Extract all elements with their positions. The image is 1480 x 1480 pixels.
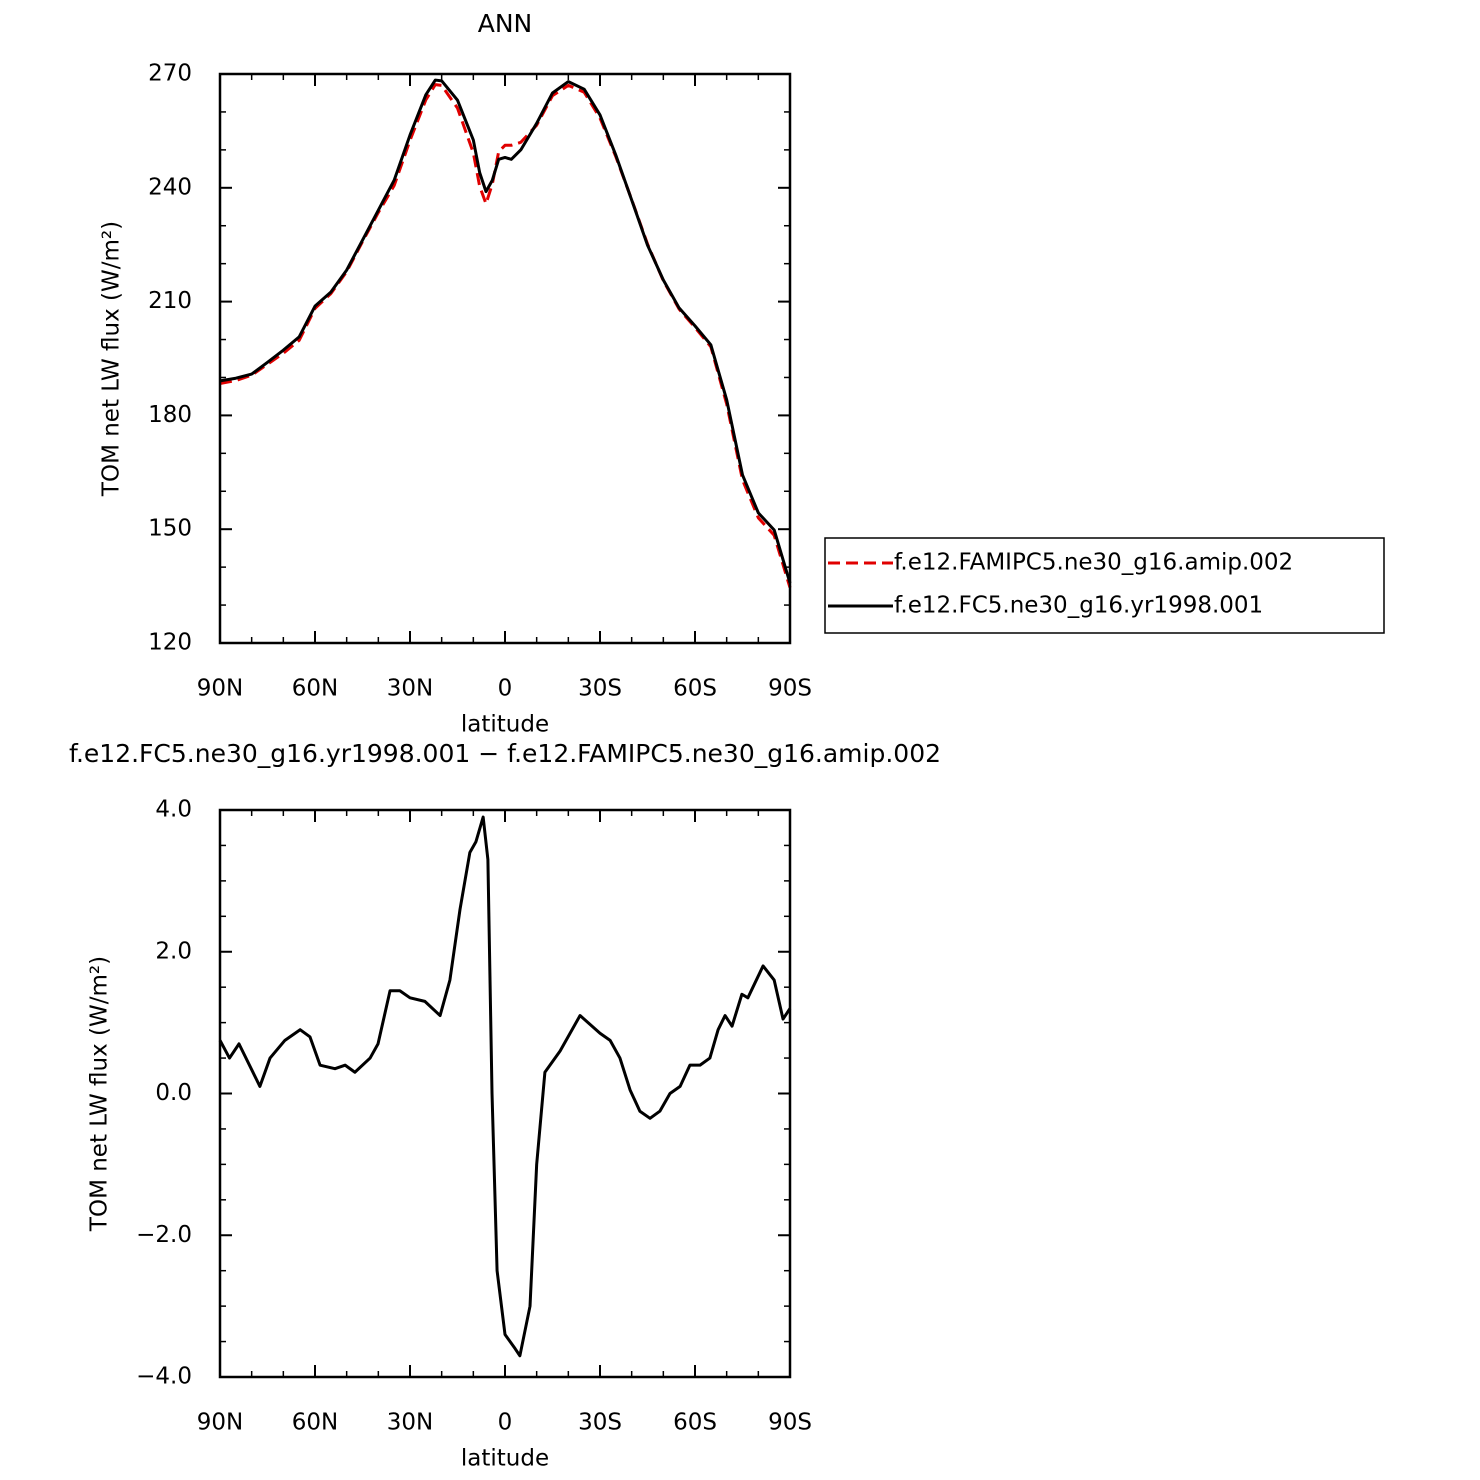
chart-title: ANN <box>478 9 533 38</box>
x-tick-label: 30N <box>387 1410 433 1436</box>
legend-label: f.e12.FAMIPC5.ne30_g16.amip.002 <box>894 550 1293 576</box>
x-tick-label: 90S <box>768 676 812 702</box>
x-tick-label: 90N <box>197 1410 243 1436</box>
x-tick-label: 0 <box>498 676 513 702</box>
y-axis-label: TOM net LW flux (W/m²) <box>87 956 113 1232</box>
x-tick-label: 60N <box>292 676 338 702</box>
y-tick-label: −2.0 <box>136 1222 192 1248</box>
x-tick-label: 0 <box>498 1410 513 1436</box>
x-axis-label: latitude <box>461 712 549 738</box>
y-tick-label: 2.0 <box>155 938 192 964</box>
y-tick-label: 240 <box>148 174 192 200</box>
y-tick-label: 120 <box>148 630 192 656</box>
legend-label: f.e12.FC5.ne30_g16.yr1998.001 <box>894 593 1263 619</box>
y-tick-label: 150 <box>148 516 192 542</box>
y-tick-label: 4.0 <box>155 797 192 823</box>
y-tick-label: 0.0 <box>155 1080 192 1106</box>
y-tick-label: 180 <box>148 402 192 428</box>
y-tick-label: 270 <box>148 61 192 87</box>
x-tick-label: 30S <box>578 1410 622 1436</box>
x-tick-label: 60S <box>673 1410 717 1436</box>
x-tick-label: 90N <box>197 676 243 702</box>
y-axis-label: TOM net LW flux (W/m²) <box>99 221 125 497</box>
y-tick-label: 210 <box>148 288 192 314</box>
plot-frame <box>218 72 792 645</box>
x-axis-label: latitude <box>461 1446 549 1472</box>
line-series <box>219 78 792 584</box>
x-tick-label: 60N <box>292 1410 338 1436</box>
x-tick-label: 90S <box>768 1410 812 1436</box>
x-tick-label: 60S <box>673 676 717 702</box>
line-series <box>218 815 792 1358</box>
x-tick-label: 30S <box>578 676 622 702</box>
x-tick-label: 30N <box>387 676 433 702</box>
legend-box <box>824 537 1385 634</box>
chart-title: f.e12.FC5.ne30_g16.yr1998.001 − f.e12.FA… <box>69 739 941 768</box>
plot-frame <box>218 808 792 1379</box>
y-tick-label: −4.0 <box>136 1364 192 1390</box>
